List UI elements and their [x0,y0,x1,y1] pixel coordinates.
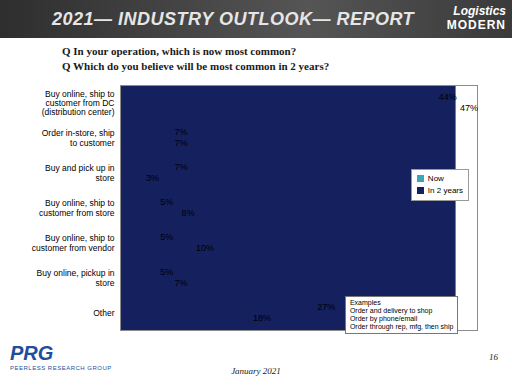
svg-text:Buy online, ship tocustomer fr: Buy online, ship tocustomer from store [39,198,115,217]
html-text:January 2021: January 2021 [231,366,281,376]
svg-text:Buy online, pickup instore: Buy online, pickup instore [37,268,115,287]
svg-text:7%: 7% [174,138,187,148]
html-text:Order by phone/email: Order by phone/email [349,315,418,322]
svg-text:8%: 8% [182,208,195,218]
html-text:Q In your operation, which is: Q In your operation, which is now most c… [62,45,297,57]
svg-text:27%: 27% [317,302,335,312]
html-text:PEERLESS RESEARCH GROUP: PEERLESS RESEARCH GROUP [10,365,112,371]
svg-text:Order in-store, shipto custome: Order in-store, shipto customer [42,128,115,147]
html-text:Examples: Examples [349,299,381,306]
html-text:2021— INDUSTRY OUTLOOK— REPORT: 2021— INDUSTRY OUTLOOK— REPORT [52,9,415,29]
svg-text:7%: 7% [174,162,187,172]
svg-text:Other: Other [93,308,114,318]
html-text:MODERN: MODERN [446,18,506,32]
svg-text:3%: 3% [146,173,159,183]
svg-text:44%: 44% [439,92,457,102]
html-text:Now: Now [427,174,444,183]
html-text:16: 16 [489,352,498,362]
svg-text:Buy online, ship tocustomer fr: Buy online, ship tocustomer from DC(dist… [42,89,115,118]
svg-text:47%: 47% [460,103,478,113]
svg-text:10%: 10% [196,243,214,253]
svg-text:7%: 7% [174,127,187,137]
svg-text:5%: 5% [160,267,173,277]
svg-text:Buy online, ship tocustomer fr: Buy online, ship tocustomer from vendor [32,233,115,252]
html-text:In 2 years: In 2 years [427,186,463,195]
svg-text:7%: 7% [174,278,187,288]
html-text:Order through rep, mfg, then s: Order through rep, mfg, then ship [349,323,454,330]
svg-text:5%: 5% [160,197,173,207]
html-text:Q Which do you believe will be: Q Which do you believe will be most comm… [62,60,330,72]
html-text:PRG: PRG [10,342,54,364]
html-text:Order and delivery to shop: Order and delivery to shop [349,307,433,314]
svg-text:Buy and pick up instore: Buy and pick up instore [45,163,115,182]
svg-text:5%: 5% [160,232,173,242]
svg-text:18%: 18% [253,313,271,323]
html-text:Logistics: Logistics [453,4,506,18]
